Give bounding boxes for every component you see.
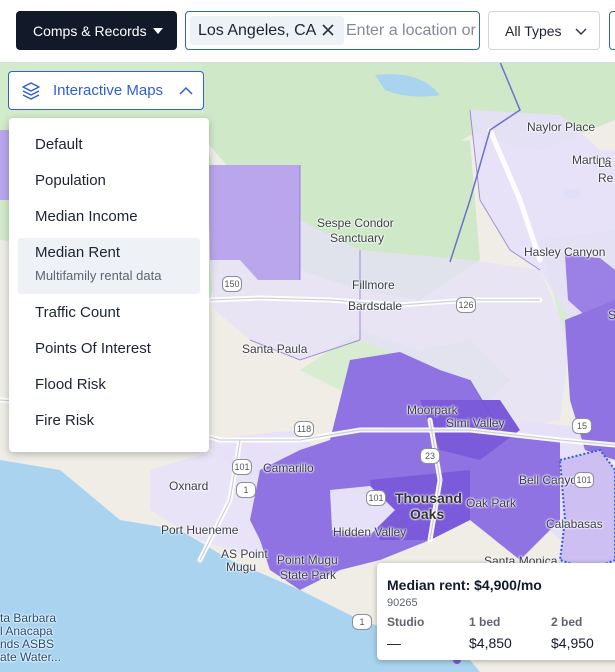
median-rent-popup: Median rent: $4,900/mo 90265 Studio — 1 … — [377, 563, 615, 660]
layers-icon — [22, 82, 40, 100]
place-label: Oxnard — [169, 479, 209, 493]
place-label: Santa Paula — [242, 342, 308, 356]
comps-records-dropdown[interactable]: Comps & Records — [16, 11, 177, 50]
menu-item-points-of-interest[interactable]: Points Of Interest — [18, 340, 200, 357]
place-label: Simi Valley — [446, 416, 505, 430]
place-label: Port Hueneme — [161, 523, 239, 537]
popup-column-1bed: 1 bed $4,850 — [469, 615, 512, 651]
menu-item-label: Default — [35, 136, 83, 153]
place-label: Calabasas — [546, 517, 603, 531]
place-label: S — [608, 308, 615, 322]
place-label: Oak Park — [466, 496, 517, 510]
location-chip: Los Angeles, CA — [190, 16, 344, 45]
menu-item-population[interactable]: Population — [18, 172, 200, 189]
place-label: Moorpark — [407, 403, 458, 417]
menu-item-traffic-count[interactable]: Traffic Count — [18, 304, 200, 321]
highway-shield: 101 — [574, 472, 594, 488]
menu-item-label: Population — [35, 172, 106, 189]
place-label: Martins — [572, 153, 612, 167]
menu-item-label: Median Income — [35, 208, 138, 225]
menu-item-label: Points Of Interest — [35, 340, 151, 357]
place-label: Bell Canyon — [519, 473, 584, 487]
place-label: Hasley Canyon — [524, 245, 606, 259]
popup-column-2bed: 2 bed $4,950 — [551, 615, 594, 651]
menu-item-label: Median Rent — [35, 244, 121, 261]
place-label: AS Point — [221, 547, 268, 561]
top-toolbar: Comps & Records Los Angeles, CA All Type… — [0, 0, 615, 63]
property-types-label: All Types — [505, 22, 562, 39]
location-chip-label: Los Angeles, CA — [198, 21, 317, 39]
highway-shield: 101 — [366, 490, 386, 506]
popup-column-value: — — [387, 635, 401, 651]
menu-item-label: Fire Risk — [35, 412, 95, 429]
place-label: Sanctuary — [330, 231, 385, 245]
comps-records-label: Comps & Records — [33, 22, 147, 39]
place-label: Point Mugu — [277, 553, 338, 567]
place-label: Re — [598, 171, 614, 185]
menu-item-label: Flood Risk — [35, 376, 106, 393]
filters-button-partial[interactable] — [609, 11, 615, 50]
ocean-label-line: nds ASBS — [0, 637, 55, 651]
caret-down-icon — [153, 28, 163, 34]
interactive-maps-label: Interactive Maps — [53, 82, 164, 99]
highway-shield: 15 — [572, 418, 592, 434]
highway-shield: 118 — [294, 421, 314, 437]
place-label: Hidden Valley — [333, 525, 407, 539]
popup-title: Median rent: $4,900/mo — [387, 577, 542, 593]
place-label: Naylor Place — [527, 120, 596, 134]
menu-item-flood-risk[interactable]: Flood Risk — [18, 376, 200, 393]
place-label: Fillmore — [352, 278, 395, 292]
menu-item-fire-risk[interactable]: Fire Risk — [18, 412, 200, 429]
place-label: Sespe Condor — [317, 216, 394, 230]
place-label: Camarillo — [263, 461, 314, 475]
chevron-down-icon — [575, 28, 587, 35]
popup-column-studio: Studio — — [387, 615, 424, 651]
close-icon[interactable] — [320, 22, 336, 38]
place-label: Oaks — [410, 506, 445, 522]
highway-shield: 1 — [236, 482, 256, 498]
interactive-maps-toggle[interactable]: Interactive Maps — [8, 71, 204, 110]
place-label: Mugu — [226, 560, 257, 574]
place-label: State Park — [280, 568, 337, 582]
interactive-maps-menu: Default Population Median Income Median … — [9, 118, 209, 452]
location-input[interactable] — [346, 12, 479, 49]
highway-shield: 23 — [420, 448, 440, 464]
menu-item-sublabel: Multifamily rental data — [35, 268, 162, 283]
place-label: La — [598, 156, 612, 170]
highway-shield: 1 — [352, 614, 372, 630]
highway-shield: 101 — [232, 459, 252, 475]
popup-column-value: $4,950 — [551, 635, 594, 651]
popup-column-header: 1 bed — [469, 615, 501, 629]
popup-zip: 90265 — [387, 597, 418, 609]
menu-item-median-rent[interactable]: Median Rent Multifamily rental data — [18, 238, 200, 294]
popup-column-value: $4,850 — [469, 635, 512, 651]
highway-shield: 150 — [222, 276, 242, 292]
menu-item-median-income[interactable]: Median Income — [18, 208, 200, 225]
place-label: Bardsdale — [348, 299, 403, 313]
highway-shield: 126 — [456, 297, 476, 313]
location-search-box[interactable]: Los Angeles, CA — [185, 11, 480, 50]
popup-column-header: Studio — [387, 615, 425, 629]
menu-item-default[interactable]: Default — [18, 136, 200, 153]
chevron-up-icon — [179, 86, 193, 95]
ocean-label-line: ate Water... — [0, 650, 61, 664]
place-label: Thousand — [395, 490, 462, 506]
popup-column-header: 2 bed — [551, 615, 583, 629]
ocean-label: ta Barbara l Anacapa nds ASBS ate Water.… — [0, 612, 61, 664]
property-types-select[interactable]: All Types — [488, 11, 600, 50]
menu-item-label: Traffic Count — [35, 304, 121, 321]
ocean-label-line: ta Barbara — [0, 611, 57, 625]
ocean-label-line: l Anacapa — [0, 624, 53, 638]
